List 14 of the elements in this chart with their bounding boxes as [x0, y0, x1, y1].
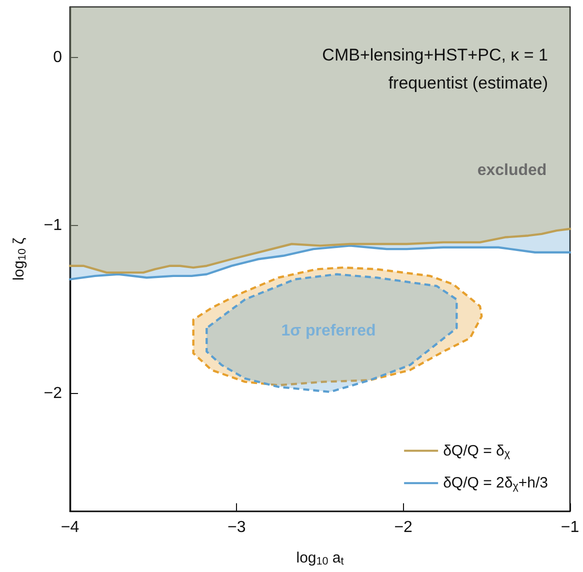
line-series [68, 228, 572, 274]
annotation: CMB+lensing+HST+PC, κ = 1 [322, 46, 548, 64]
annotation: excluded [477, 162, 547, 179]
annotation: 1σ preferred [281, 322, 376, 340]
y-tick-label: −2 [44, 385, 62, 402]
annotation: frequentist (estimate) [388, 74, 548, 92]
y-tick-label: 0 [53, 48, 62, 66]
x-tick-label: −1 [560, 518, 580, 536]
x-tick-label: −2 [394, 518, 413, 536]
y-tick-label: −1 [44, 217, 62, 234]
x-tick-label: −3 [228, 518, 246, 536]
line-series [68, 244, 572, 280]
x-tick-label: −4 [60, 518, 80, 536]
y-axis-title: log10 ζ [10, 237, 28, 281]
